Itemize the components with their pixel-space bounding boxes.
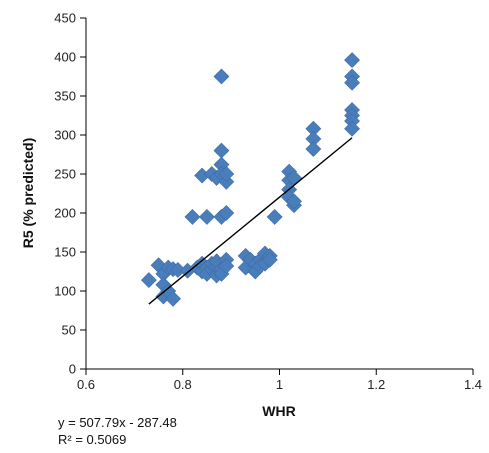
data-point: [169, 262, 186, 278]
y-tick-label: 150: [54, 245, 76, 260]
data-point: [266, 208, 283, 225]
trendline-r-squared: R² = 0.5069: [58, 432, 127, 447]
data-point: [286, 193, 302, 210]
data-point: [261, 251, 278, 268]
y-tick-label: 450: [54, 11, 76, 26]
x-tick-label: 1.2: [367, 377, 385, 392]
x-tick-label: 0.6: [77, 377, 95, 392]
data-point: [184, 208, 201, 225]
y-tick-label: 200: [54, 206, 76, 221]
data-point: [218, 258, 235, 274]
y-tick-label: 0: [69, 362, 76, 377]
x-axis-title: WHR: [262, 403, 295, 419]
y-tick-label: 350: [54, 89, 76, 104]
y-tick-label: 300: [54, 128, 76, 143]
x-tick-label: 0.8: [174, 377, 192, 392]
trendline-equation: y = 507.79x - 287.48: [58, 415, 177, 430]
trendline-group: [148, 137, 353, 305]
data-point: [165, 290, 181, 307]
data-point: [199, 208, 215, 225]
x-axis: 0.6 0.8 1 1.2 1.4: [77, 368, 482, 392]
data-point: [218, 166, 235, 182]
y-tick-label: 100: [54, 284, 76, 299]
data-points: [140, 52, 360, 307]
data-point: [213, 68, 230, 85]
data-point: [213, 142, 230, 159]
data-point: [218, 205, 235, 221]
y-tick-label: 50: [62, 323, 76, 338]
trendline: [148, 137, 353, 305]
data-point: [140, 272, 157, 289]
data-point: [344, 74, 360, 91]
y-tick-label: 250: [54, 167, 76, 182]
x-tick-label: 1.4: [464, 377, 482, 392]
x-tick-label: 1: [276, 377, 283, 392]
y-tick-label: 400: [54, 50, 76, 65]
y-axis-title: R5 (% predicted): [20, 138, 36, 248]
data-point: [344, 52, 360, 69]
data-point: [305, 141, 322, 157]
data-point: [344, 120, 360, 137]
y-axis: 0 50 100 150 200 250 300 350 400 450: [54, 11, 87, 377]
